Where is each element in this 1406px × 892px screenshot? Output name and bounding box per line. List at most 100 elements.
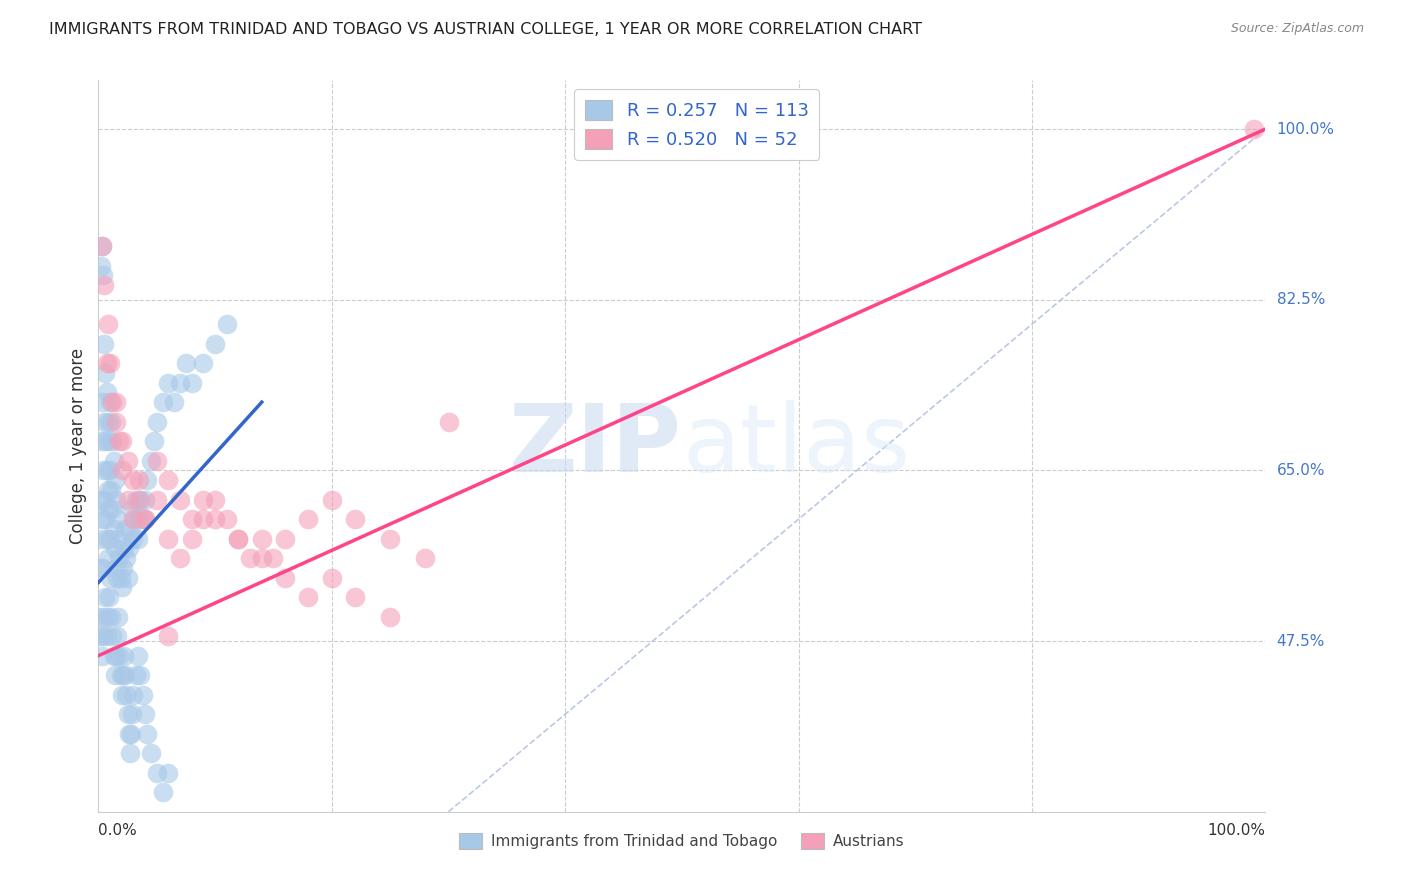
Point	[100, 483, 122, 497]
Point	[118, 727, 141, 741]
Point	[111, 668, 134, 682]
Point	[134, 512, 156, 526]
Point	[180, 532, 202, 546]
Point	[103, 453, 125, 467]
Point	[136, 727, 159, 741]
Point	[344, 512, 367, 526]
Legend: Immigrants from Trinidad and Tobago, Austrians: Immigrants from Trinidad and Tobago, Aus…	[453, 827, 911, 855]
Point	[193, 492, 215, 507]
Point	[90, 512, 112, 526]
Point	[110, 571, 132, 585]
Point	[169, 492, 191, 507]
Point	[1243, 122, 1265, 136]
Point	[437, 415, 460, 429]
Point	[100, 415, 122, 429]
Point	[107, 532, 129, 546]
Point	[118, 522, 141, 536]
Point	[91, 629, 114, 643]
Point	[98, 395, 121, 409]
Point	[97, 415, 120, 429]
Point	[96, 356, 118, 370]
Point	[104, 648, 127, 663]
Point	[204, 492, 226, 507]
Point	[146, 492, 169, 507]
Point	[103, 522, 125, 536]
Point	[118, 746, 141, 760]
Point	[204, 512, 226, 526]
Point	[97, 590, 120, 604]
Point	[163, 395, 186, 409]
Point	[89, 532, 111, 546]
Point	[380, 609, 402, 624]
Point	[105, 629, 128, 643]
Point	[96, 629, 118, 643]
Point	[262, 551, 284, 566]
Point	[120, 727, 142, 741]
Point	[157, 376, 180, 390]
Point	[111, 463, 134, 477]
Point	[97, 609, 120, 624]
Point	[104, 541, 127, 556]
Point	[101, 434, 124, 449]
Point	[125, 492, 148, 507]
Point	[89, 609, 111, 624]
Point	[97, 483, 120, 497]
Point	[107, 609, 129, 624]
Point	[127, 648, 149, 663]
Point	[90, 561, 112, 575]
Point	[115, 688, 138, 702]
Point	[101, 502, 124, 516]
Point	[239, 551, 262, 566]
Point	[413, 551, 436, 566]
Text: 47.5%: 47.5%	[1277, 633, 1324, 648]
Point	[297, 512, 319, 526]
Point	[112, 648, 135, 663]
Y-axis label: College, 1 year or more: College, 1 year or more	[69, 348, 87, 544]
Text: 100.0%: 100.0%	[1277, 121, 1334, 136]
Point	[129, 668, 152, 682]
Text: ZIP: ZIP	[509, 400, 682, 492]
Point	[344, 590, 367, 604]
Point	[93, 336, 115, 351]
Point	[112, 541, 135, 556]
Point	[94, 512, 117, 526]
Point	[120, 502, 142, 516]
Point	[117, 492, 139, 507]
Point	[134, 707, 156, 722]
Point	[96, 532, 118, 546]
Text: 82.5%: 82.5%	[1277, 293, 1324, 307]
Point	[132, 512, 155, 526]
Point	[321, 492, 343, 507]
Point	[122, 688, 145, 702]
Point	[104, 395, 127, 409]
Point	[94, 590, 117, 604]
Point	[157, 532, 180, 546]
Point	[228, 532, 250, 546]
Point	[90, 239, 112, 253]
Point	[98, 463, 121, 477]
Point	[98, 532, 121, 546]
Point	[146, 415, 169, 429]
Point	[152, 395, 174, 409]
Point	[104, 668, 127, 682]
Point	[193, 356, 215, 370]
Point	[169, 551, 191, 566]
Point	[157, 629, 180, 643]
Point	[97, 551, 120, 566]
Point	[108, 551, 131, 566]
Point	[174, 356, 197, 370]
Point	[105, 512, 128, 526]
Point	[134, 492, 156, 507]
Point	[250, 532, 273, 546]
Point	[139, 746, 162, 760]
Point	[90, 239, 112, 253]
Point	[90, 259, 112, 273]
Point	[90, 561, 112, 575]
Point	[93, 492, 115, 507]
Point	[111, 434, 134, 449]
Point	[94, 366, 117, 380]
Point	[274, 532, 297, 546]
Text: 65.0%: 65.0%	[1277, 463, 1324, 478]
Point	[117, 571, 139, 585]
Point	[91, 463, 114, 477]
